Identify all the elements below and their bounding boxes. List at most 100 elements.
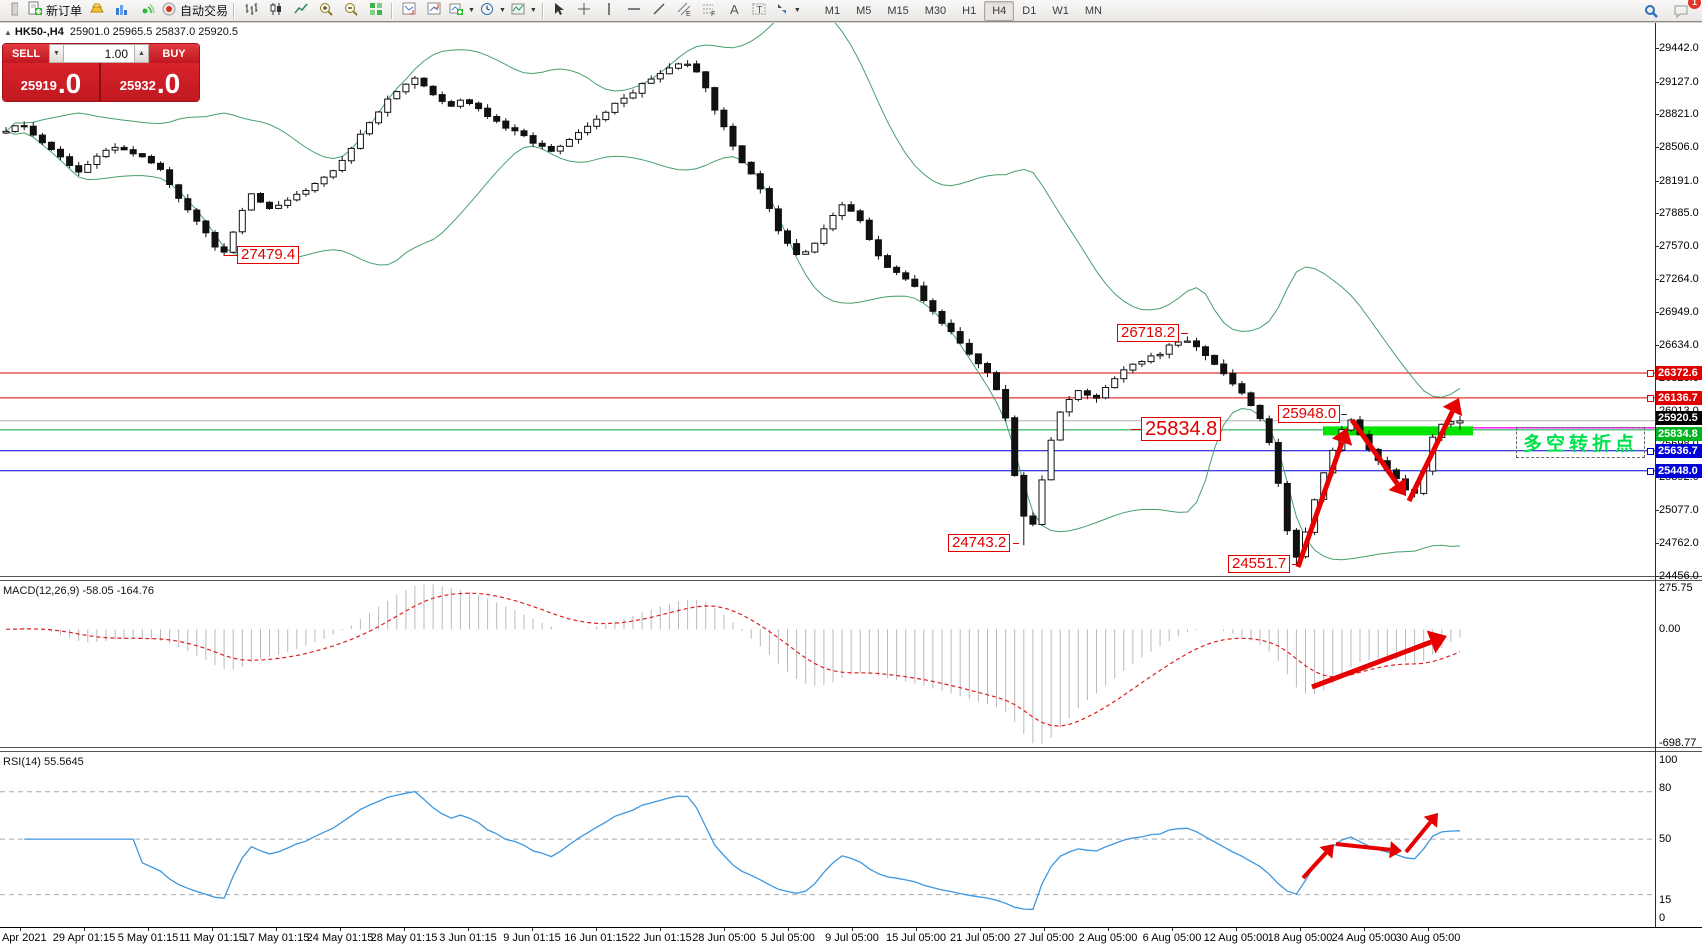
label-button[interactable]: T <box>747 1 772 21</box>
zoom-in-button[interactable] <box>313 1 338 21</box>
bollinger-lower-band[interactable] <box>5 130 1461 561</box>
red-arrow[interactable] <box>1311 639 1432 690</box>
signal-button[interactable] <box>134 1 159 21</box>
red-arrow[interactable] <box>1404 821 1432 854</box>
tile-windows-button[interactable] <box>363 1 388 21</box>
candle <box>447 101 455 107</box>
time-tick-mark <box>404 928 405 931</box>
dropdown-caret-icon[interactable]: ▼ <box>468 7 475 14</box>
timeframe-m30[interactable]: M30 <box>924 4 947 17</box>
dropdown-caret-icon[interactable]: ▼ <box>498 7 506 14</box>
autotrade-button-label: 自动交易 <box>180 4 229 18</box>
lot-size-input[interactable] <box>64 44 134 63</box>
timeframe-mn[interactable]: MN <box>1084 4 1102 17</box>
dropdown-caret-icon[interactable]: ▼ <box>529 7 537 14</box>
bar-chart-icon <box>243 1 259 20</box>
timeframe-h1[interactable]: H1 <box>962 4 977 17</box>
timeframe-h4[interactable]: H4 <box>984 0 1015 21</box>
price-callout-24743.2[interactable]: 24743.2 <box>948 534 1011 552</box>
timeframe-m15[interactable]: M15 <box>887 4 909 17</box>
sell-button[interactable]: SELL <box>3 44 49 63</box>
rsi-line[interactable] <box>24 790 1461 911</box>
line-endpoint-handle[interactable] <box>1647 395 1654 402</box>
time-label: 15 Jul 05:00 <box>886 932 946 944</box>
price-callout-26718.2[interactable]: 26718.2 <box>1117 324 1180 342</box>
candle <box>1129 363 1137 371</box>
time-label: 27 Jul 05:00 <box>1014 932 1074 944</box>
candle <box>1283 482 1291 532</box>
red-arrow[interactable] <box>1295 441 1345 568</box>
crosshair-button[interactable] <box>572 1 597 21</box>
price-callout-25834.8[interactable]: 25834.8 <box>1141 417 1222 441</box>
chat-button[interactable]: 1 <box>1669 0 1701 21</box>
lot-decrease-button[interactable]: ▼ <box>49 44 64 63</box>
turning-point-note[interactable]: 多空转折点 <box>1516 427 1646 458</box>
search-button[interactable] <box>1638 1 1663 21</box>
pane-divider[interactable] <box>0 576 1702 581</box>
vline-button[interactable] <box>597 1 622 21</box>
candle <box>684 63 692 66</box>
line-endpoint-handle[interactable] <box>1647 468 1654 475</box>
red-arrow[interactable] <box>1349 418 1400 486</box>
lot-increase-button[interactable]: ▲ <box>134 44 149 63</box>
candle-chart-button[interactable] <box>263 1 288 21</box>
red-arrow[interactable] <box>1406 410 1455 503</box>
indicator-window-button[interactable] <box>396 1 421 21</box>
red-arrow[interactable] <box>1335 842 1391 852</box>
time-label: 18 Aug 05:00 <box>1267 932 1333 944</box>
candle <box>84 164 92 173</box>
zoom-out-button[interactable] <box>338 1 363 21</box>
candle <box>675 63 682 69</box>
dropdown-caret-icon[interactable]: ▼ <box>793 7 801 14</box>
channel-button[interactable]: E <box>672 1 697 21</box>
hline-button[interactable] <box>622 1 647 21</box>
time-tick-mark <box>468 928 469 931</box>
candle <box>1238 383 1246 394</box>
market-chart-button[interactable] <box>109 1 134 21</box>
line-endpoint-handle[interactable] <box>1647 448 1654 455</box>
autotrade-button[interactable]: 自动交易 <box>159 1 230 21</box>
indicator-axis-label: -698.77 <box>1659 737 1697 749</box>
cursor-button[interactable] <box>547 1 572 21</box>
candle <box>1292 529 1300 558</box>
buy-button[interactable]: BUY <box>149 44 199 63</box>
price-callout-25948.0[interactable]: 25948.0 <box>1278 405 1341 423</box>
candle <box>711 87 719 111</box>
candle <box>774 208 782 232</box>
time-tick-mark <box>980 928 981 931</box>
pane-divider-2[interactable] <box>0 747 1702 752</box>
template-button[interactable]: ▼ <box>508 1 539 21</box>
price-callout-27479.4[interactable]: 27479.4 <box>237 246 300 264</box>
add-indicator-button[interactable]: ▼ <box>446 1 477 21</box>
bollinger-upper-band[interactable] <box>5 22 1461 398</box>
macd-pane <box>5 584 1461 744</box>
toolbar-separator <box>391 2 394 19</box>
period-button[interactable]: ▼ <box>477 1 508 21</box>
green-zone-bar[interactable] <box>1323 426 1473 436</box>
partial-icon[interactable] <box>0 1 25 21</box>
price-callout-24551.7[interactable]: 24551.7 <box>1228 555 1291 573</box>
axis-tick-mark <box>1655 147 1659 148</box>
buy-price-display[interactable]: 25932.0 <box>101 63 199 101</box>
line-chart-button[interactable] <box>288 1 313 21</box>
timeframe-d1[interactable]: D1 <box>1022 4 1037 17</box>
sell-price-display[interactable]: 25919.0 <box>3 63 101 101</box>
new-order-button[interactable]: 新订单 <box>25 1 84 21</box>
timeframe-m5[interactable]: M5 <box>856 4 872 17</box>
bar-chart-button[interactable] <box>238 1 263 21</box>
gold-icon-button[interactable] <box>84 1 109 21</box>
candle <box>1120 369 1128 380</box>
red-arrow[interactable] <box>1301 851 1328 880</box>
text-button[interactable]: A <box>722 1 747 21</box>
line-endpoint-handle[interactable] <box>1647 370 1654 377</box>
trendline-button[interactable] <box>647 1 672 21</box>
candle <box>702 71 710 89</box>
arrows-button[interactable]: ▼ <box>772 1 803 21</box>
timeframe-w1[interactable]: W1 <box>1052 4 1069 17</box>
candle <box>984 363 991 373</box>
indicator-window2-button[interactable] <box>421 1 446 21</box>
macd-signal-line[interactable] <box>5 592 1461 727</box>
fibo-button[interactable]: F <box>697 1 722 21</box>
collapse-trade-panel-icon[interactable]: ▲ <box>4 28 12 37</box>
timeframe-m1[interactable]: M1 <box>824 4 841 17</box>
